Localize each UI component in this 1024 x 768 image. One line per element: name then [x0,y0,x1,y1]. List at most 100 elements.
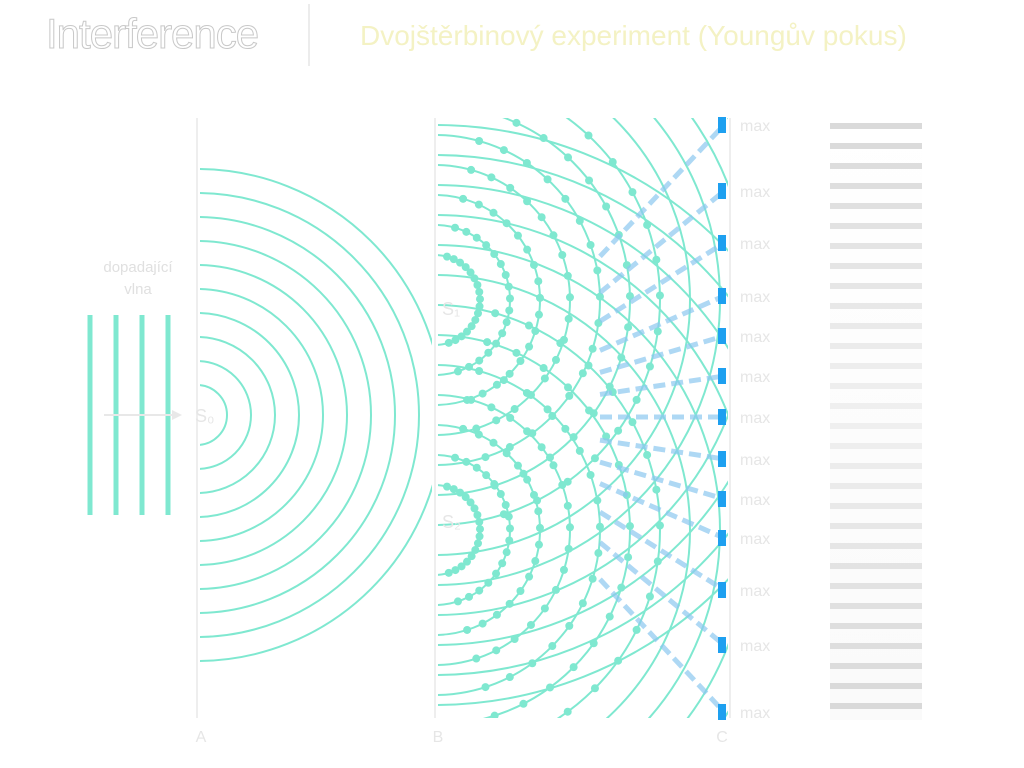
fringe [830,303,922,309]
fringe [830,143,922,149]
wave-point [463,625,472,634]
max-label: max [740,118,770,135]
wave-point [548,642,557,651]
fringe [830,363,922,369]
wave-point [519,699,528,708]
wave-point [492,569,501,578]
wave-point [564,314,573,323]
fringe [830,603,922,609]
wave-point [561,194,570,203]
wave-point [462,327,471,336]
wave-point [593,266,602,275]
wave-point [540,604,549,613]
separator [308,4,310,66]
fringe [830,483,922,489]
wave-point [524,321,533,330]
wave-point [586,240,595,249]
wave-point [653,327,662,336]
fringe [830,463,922,469]
wavefront [200,288,324,542]
wave-point [462,457,471,466]
wave-point [551,355,560,364]
max-ray [598,293,726,353]
arrow-head [172,410,182,420]
wave-point [655,291,664,300]
wave-point [449,255,458,264]
max-ray [599,459,725,502]
wave-point [523,427,532,436]
wave-point [482,241,491,250]
max-ray [598,240,726,324]
fringe [830,443,922,449]
wave-point [501,270,510,279]
wavefront [438,274,691,718]
wave-point [496,490,505,499]
wave-point [472,463,481,472]
wave-point [459,194,468,203]
max-marker [718,328,726,344]
wave-point [505,369,514,378]
incoming-label: dopadající vlna [103,259,173,298]
wave-point [578,599,587,608]
fringe [830,423,922,429]
wavefront [200,264,348,566]
max-label: max [740,289,770,306]
wave-point [462,557,471,566]
wave-point [483,108,491,116]
wavefront [200,192,420,638]
wave-point [502,318,511,327]
wave-point [444,338,453,347]
wave-point [467,395,476,404]
max-marker [718,409,726,425]
wavefront [438,118,661,526]
fringe [830,583,922,589]
max-marker [718,704,726,720]
title: Interference [45,10,259,58]
wave-point [632,625,641,634]
wave-point [625,292,634,301]
wave-point [506,413,515,422]
wave-point [467,552,476,561]
max-marker [718,530,726,546]
max-marker [718,491,726,507]
wave-point [499,376,508,385]
wave-point [475,287,484,296]
wave-point [489,208,498,217]
wave-point [505,599,514,608]
wave-point [473,510,482,519]
wave-point [475,532,484,541]
max-label: max [740,638,770,655]
wave-point [505,673,514,682]
max-ray [599,373,725,397]
wave-point [594,549,603,558]
wave-point [559,565,568,574]
max-label: max [740,705,770,722]
wave-point [558,250,567,259]
wave-point [492,380,501,389]
max-label: max [740,410,770,427]
plane-label: B [433,729,444,746]
wave-point [513,461,522,470]
wave-point [565,621,574,630]
wave-point [516,587,525,596]
wave-point [472,233,481,242]
wave-point [472,424,481,433]
wave-point [523,197,532,206]
wave-point [453,367,462,376]
wave-point [645,592,654,601]
max-marker [718,637,726,653]
wave-point [474,200,483,209]
wave-point [459,424,468,433]
max-label: max [740,583,770,600]
max-label: max [740,236,770,253]
wave-point [564,383,573,392]
wave-point [466,268,475,277]
source-label: S₁ [442,299,460,319]
wave-point [525,92,533,100]
wave-point [653,557,662,566]
max-ray [598,123,726,259]
wave-point [584,131,593,140]
wave-point [617,583,626,592]
incoming-label-line: vlna [124,281,152,298]
